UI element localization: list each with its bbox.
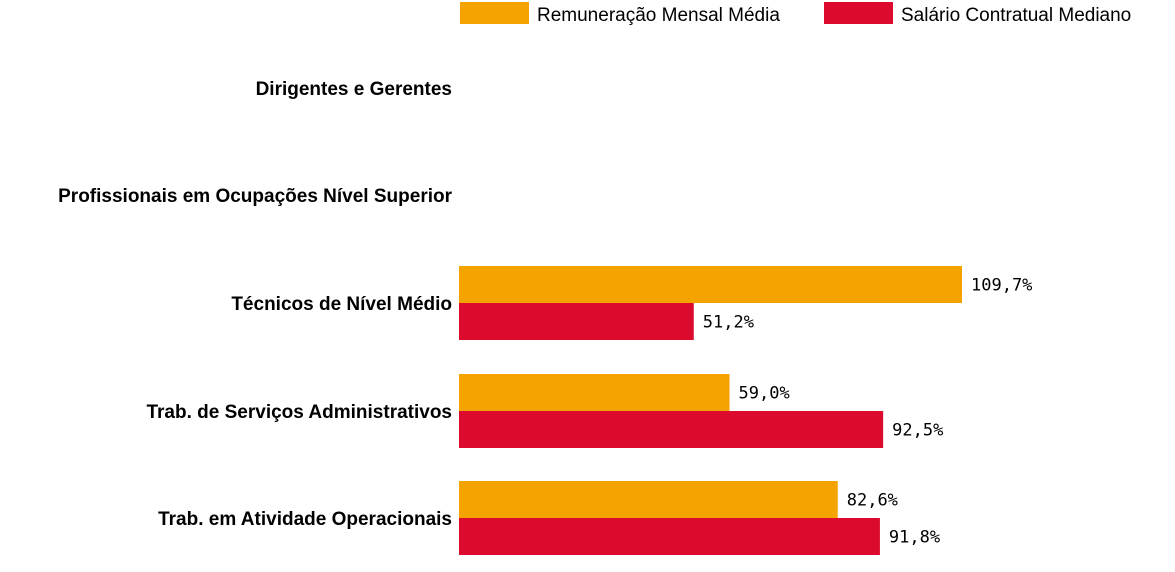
bar-2-4 bbox=[459, 411, 884, 448]
bar-1-3 bbox=[459, 266, 962, 303]
data-label: 51,2% bbox=[703, 313, 754, 333]
category-label: Técnicos de Nível Médio bbox=[231, 294, 452, 315]
bar-1-4 bbox=[459, 374, 730, 411]
legend-swatch-1 bbox=[460, 2, 529, 24]
data-label: 91,8% bbox=[889, 528, 940, 548]
legend-swatch-2 bbox=[824, 2, 893, 24]
category-label: Trab. em Atividade Operacionais bbox=[158, 509, 452, 530]
bar-1-5 bbox=[459, 481, 838, 518]
category-label: Trab. de Serviços Administrativos bbox=[146, 402, 452, 423]
legend-label-1: Remuneração Mensal Média bbox=[537, 5, 780, 26]
bars bbox=[459, 266, 962, 555]
bar-2-5 bbox=[459, 518, 880, 555]
data-label: 82,6% bbox=[847, 491, 898, 511]
data-labels: 109,7% 59,0% 82,6% 51,2% 92,5% 91,8% bbox=[703, 276, 1033, 548]
data-label: 59,0% bbox=[739, 384, 790, 404]
category-label: Profissionais em Ocupações Nível Superio… bbox=[58, 186, 452, 207]
bar-2-3 bbox=[459, 303, 694, 340]
data-label: 92,5% bbox=[892, 421, 943, 441]
data-label: 109,7% bbox=[971, 276, 1032, 296]
legend: Remuneração Mensal Média Salário Contratu… bbox=[460, 2, 1131, 26]
category-label: Dirigentes e Gerentes bbox=[256, 79, 452, 100]
legend-label-2: Salário Contratual Mediano bbox=[901, 5, 1131, 26]
category-axis-labels: Dirigentes e Gerentes Profissionais em Oc… bbox=[58, 79, 452, 530]
